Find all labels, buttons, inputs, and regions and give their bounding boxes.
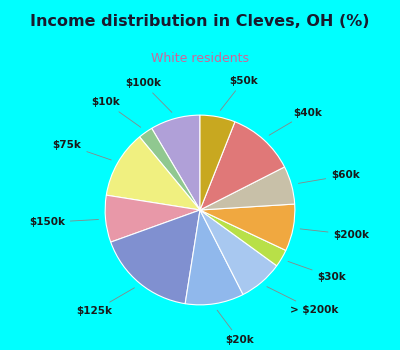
- Text: $60k: $60k: [298, 170, 360, 183]
- Text: $200k: $200k: [300, 229, 370, 240]
- Wedge shape: [111, 210, 200, 304]
- Wedge shape: [200, 115, 235, 210]
- Text: $10k: $10k: [91, 97, 141, 127]
- Wedge shape: [105, 195, 200, 242]
- Wedge shape: [140, 128, 200, 210]
- Text: $125k: $125k: [76, 288, 134, 316]
- Text: $40k: $40k: [269, 108, 322, 135]
- Wedge shape: [185, 210, 243, 305]
- Text: > $200k: > $200k: [267, 287, 338, 315]
- Text: $30k: $30k: [288, 261, 346, 282]
- Wedge shape: [106, 137, 200, 210]
- Text: Income distribution in Cleves, OH (%): Income distribution in Cleves, OH (%): [30, 14, 370, 29]
- Text: White residents: White residents: [151, 52, 249, 65]
- Wedge shape: [200, 210, 277, 294]
- Text: $50k: $50k: [220, 76, 258, 110]
- Wedge shape: [152, 115, 200, 210]
- Text: $150k: $150k: [29, 217, 98, 228]
- Wedge shape: [200, 122, 284, 210]
- Wedge shape: [200, 210, 286, 266]
- Text: $75k: $75k: [52, 140, 111, 160]
- Text: $20k: $20k: [217, 310, 254, 345]
- Text: $100k: $100k: [125, 78, 172, 112]
- Wedge shape: [200, 204, 295, 250]
- Wedge shape: [200, 167, 295, 210]
